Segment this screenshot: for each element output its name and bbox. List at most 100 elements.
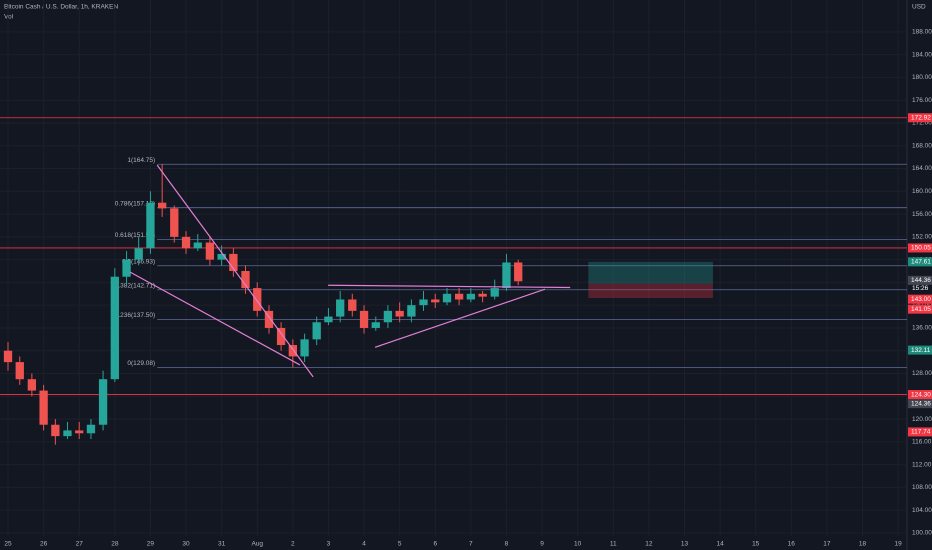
y-tick-label: 152.00	[912, 234, 932, 241]
candle-body	[63, 430, 72, 437]
y-tick-label: 100.00	[912, 530, 932, 537]
candle-body	[371, 322, 380, 328]
candle-body	[146, 202, 155, 249]
x-tick-label: 8	[505, 541, 509, 548]
price-tag-label: 172.92	[911, 114, 931, 121]
candle-body	[454, 293, 464, 300]
x-tick-label: 5	[398, 541, 402, 548]
candle-body	[502, 262, 511, 289]
fib-label: 0.236(137.50)	[115, 312, 155, 319]
candle-body	[98, 379, 108, 425]
x-tick-label: 13	[681, 541, 689, 548]
x-tick-label: 14	[716, 541, 724, 548]
x-tick-label: Aug	[251, 541, 263, 548]
x-tick-label: 16	[788, 541, 796, 548]
candle-body	[336, 299, 345, 317]
y-tick-label: 116.00	[912, 439, 932, 446]
chart-title: Bitcoin Cash / U.S. Dollar, 1h, KRAKEN	[4, 4, 118, 11]
price-tag-label: 132.11	[911, 347, 931, 354]
x-tick-label: 9	[540, 541, 544, 548]
y-tick-label: 164.00	[912, 165, 932, 172]
candle-body	[39, 390, 48, 425]
price-tag	[908, 304, 932, 314]
candle-body	[407, 305, 416, 317]
price-tag-label: 144.36	[911, 277, 931, 284]
x-tick-label: 6	[433, 541, 437, 548]
price-tag-label: 124.30	[911, 391, 931, 398]
price-tag-label: 147.61	[911, 259, 931, 266]
x-tick-label: 31	[218, 541, 226, 548]
price-tag	[908, 243, 932, 253]
price-tag	[908, 399, 932, 409]
candle-body	[466, 293, 476, 300]
price-tag	[908, 275, 932, 285]
x-tick-label: 15	[752, 541, 760, 548]
x-tick-label: 2	[291, 541, 295, 548]
candle-body	[3, 350, 13, 363]
y-tick-label: 168.00	[912, 142, 932, 149]
price-tag	[908, 390, 932, 400]
candle-body	[312, 322, 321, 340]
candle-body	[134, 248, 143, 260]
x-tick-label: 25	[4, 541, 12, 548]
y-tick-label: 176.00	[912, 97, 932, 104]
price-tag-label: 117.74	[911, 429, 931, 436]
position-target	[588, 261, 713, 284]
trendline	[156, 164, 314, 378]
y-tick-label: 104.00	[912, 507, 932, 514]
candle-body	[229, 253, 238, 272]
x-tick-label: 10	[574, 541, 582, 548]
price-tag	[908, 294, 932, 304]
x-tick-label: 27	[76, 541, 84, 548]
candle-body	[348, 299, 357, 311]
trendline	[129, 271, 301, 366]
fib-label: 0.786(157.12)	[115, 200, 155, 207]
candle-body	[217, 253, 226, 260]
candle-body	[478, 293, 487, 297]
candle-body	[75, 430, 84, 434]
candle-body	[86, 424, 96, 434]
candle-body	[264, 310, 274, 328]
candle-body	[395, 310, 404, 317]
candle-body	[383, 310, 393, 323]
candle-body	[276, 327, 286, 346]
position-stop	[588, 283, 713, 299]
fib-label: 0.618(151.53)	[115, 232, 155, 239]
price-tag-label: 141.05	[911, 306, 931, 313]
price-tag	[908, 427, 932, 437]
price-tag	[908, 345, 932, 355]
candle-body	[110, 276, 119, 380]
price-tag-label: 124.36	[911, 400, 931, 407]
y-tick-label: 156.00	[912, 211, 932, 218]
x-tick-label: 7	[469, 541, 473, 548]
trendline	[328, 284, 571, 289]
price-tag-label: 143.00	[911, 296, 931, 303]
candle-body	[253, 288, 262, 311]
candle-body	[158, 202, 167, 209]
fib-label: 0(129.08)	[127, 360, 155, 367]
y-tick-label: 184.00	[912, 51, 932, 58]
candle-body	[442, 293, 452, 303]
candle-body	[241, 271, 250, 289]
x-tick-label: 3	[327, 541, 331, 548]
candle-body	[359, 310, 369, 328]
y-tick-label: 160.00	[912, 188, 932, 195]
y-tick-label: 180.00	[912, 74, 932, 81]
candle-body	[490, 288, 499, 297]
candle-body	[193, 242, 202, 249]
x-tick-label: 11	[610, 541, 617, 548]
candle-body	[419, 299, 428, 306]
candle-body	[288, 345, 297, 357]
price-tag	[908, 257, 932, 267]
candle-body	[170, 208, 179, 237]
candle-body	[300, 339, 309, 357]
candle-body	[27, 379, 37, 391]
y-tick-label: 172.00	[912, 120, 932, 127]
volume-label: Vol	[4, 14, 14, 21]
y-tick-label: 128.00	[912, 370, 932, 377]
y-tick-label: 188.00	[912, 29, 932, 36]
x-tick-label: 19	[894, 541, 902, 548]
countdown: 15:26	[912, 285, 929, 292]
x-tick-label: 29	[147, 541, 155, 548]
